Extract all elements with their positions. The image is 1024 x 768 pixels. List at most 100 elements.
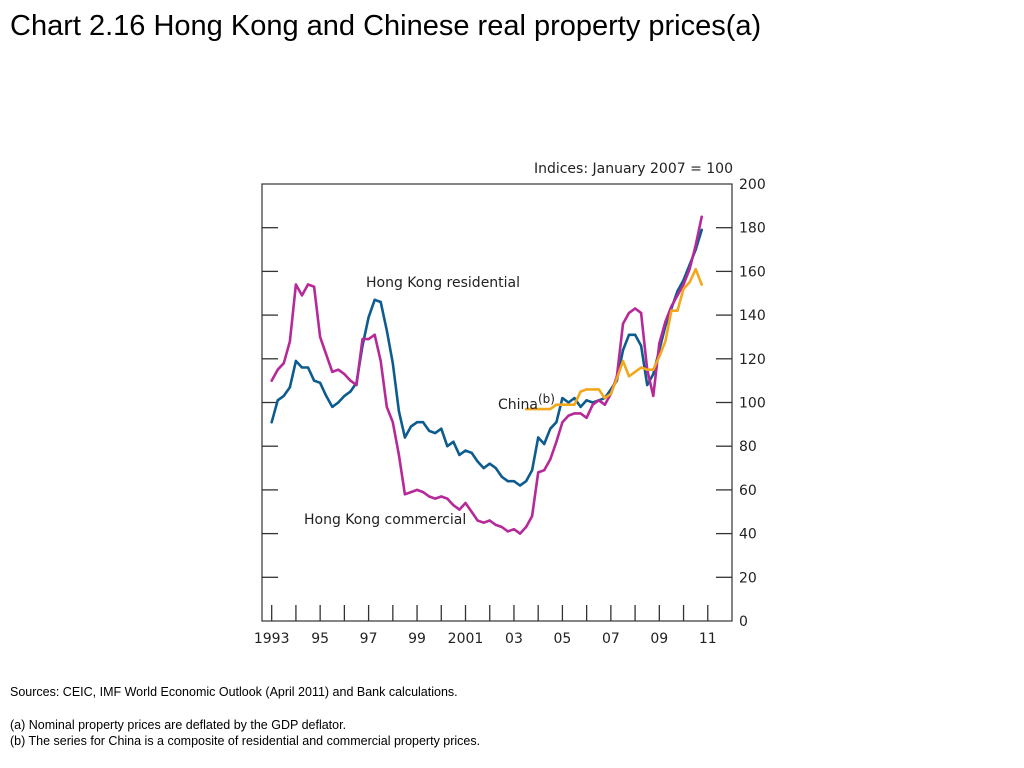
data-point-hong-kong-commercial	[343, 372, 346, 376]
data-point-hong-kong-residential	[403, 436, 407, 439]
data-point-china	[694, 268, 697, 271]
data-point-hong-kong-commercial	[379, 359, 382, 363]
data-point-china	[585, 388, 588, 391]
data-point-hong-kong-commercial	[603, 403, 606, 406]
data-point-hong-kong-residential	[331, 405, 334, 409]
data-point-hong-kong-commercial	[458, 508, 461, 511]
x-tick-label: 09	[650, 631, 668, 647]
x-tick-label: 95	[311, 631, 329, 647]
data-point-hong-kong-commercial	[355, 383, 358, 387]
x-tick-label: 2001	[448, 631, 484, 647]
data-point-hong-kong-residential	[512, 480, 516, 483]
slide-title: Chart 2.16 Hong Kong and Chinese real pr…	[10, 10, 762, 42]
x-axis: 1993 95 97 99 2001 03 05 07 09 11	[254, 605, 717, 647]
data-point-hong-kong-residential	[458, 453, 461, 457]
data-point-china	[573, 403, 576, 406]
data-point-hong-kong-commercial	[597, 399, 600, 402]
data-point-hong-kong-residential	[633, 333, 637, 336]
y-axis: 0 20 40 60 80 100 120 140 160 180 200	[262, 177, 766, 630]
data-point-hong-kong-residential	[337, 401, 340, 404]
data-point-hong-kong-residential	[391, 362, 394, 365]
data-point-hong-kong-residential	[627, 333, 631, 336]
data-point-hong-kong-commercial	[385, 405, 388, 409]
data-point-hong-kong-commercial	[331, 370, 334, 374]
data-point-hong-kong-commercial	[349, 379, 352, 382]
y-tick-label: 60	[739, 483, 757, 499]
data-point-hong-kong-residential	[288, 386, 292, 389]
plot-frame	[261, 183, 733, 622]
data-point-hong-kong-residential	[573, 396, 576, 400]
y-tick-label: 140	[739, 308, 766, 324]
data-point-hong-kong-residential	[282, 394, 285, 398]
data-point-hong-kong-commercial	[579, 412, 582, 415]
data-point-hong-kong-residential	[652, 372, 655, 376]
annotation-hk-residential: Hong Kong residential	[366, 275, 520, 291]
series-line-china	[524, 267, 703, 411]
data-point-hong-kong-commercial	[276, 368, 279, 371]
data-point-hong-kong-residential	[349, 390, 352, 393]
data-point-hong-kong-commercial	[337, 368, 340, 371]
data-point-china	[549, 407, 552, 411]
data-point-hong-kong-commercial	[585, 416, 588, 419]
data-point-china	[609, 392, 613, 395]
data-point-hong-kong-residential	[464, 449, 467, 452]
x-tick-label: 05	[553, 631, 571, 647]
data-point-hong-kong-residential	[446, 445, 449, 448]
data-point-hong-kong-residential	[440, 427, 443, 430]
data-point-hong-kong-commercial	[658, 342, 661, 345]
data-point-china	[615, 377, 619, 380]
data-point-hong-kong-residential	[318, 381, 322, 384]
data-point-hong-kong-residential	[434, 431, 437, 435]
data-point-hong-kong-commercial	[506, 530, 510, 533]
data-point-hong-kong-commercial	[415, 488, 419, 492]
data-point-china	[682, 287, 685, 291]
data-point-hong-kong-residential	[385, 329, 388, 332]
data-point-hong-kong-commercial	[476, 519, 479, 522]
data-point-hong-kong-commercial	[627, 311, 631, 315]
data-point-hong-kong-residential	[470, 451, 473, 454]
data-point-hong-kong-residential	[561, 396, 564, 400]
data-point-hong-kong-residential	[415, 421, 419, 424]
data-point-hong-kong-residential	[343, 394, 346, 398]
data-point-hong-kong-commercial	[397, 453, 401, 457]
data-point-hong-kong-residential	[294, 359, 298, 363]
units-label: Indices: January 2007 = 100	[534, 161, 733, 177]
data-point-hong-kong-residential	[500, 475, 503, 478]
data-point-hong-kong-commercial	[676, 294, 679, 297]
data-point-hong-kong-commercial	[494, 523, 497, 527]
data-point-hong-kong-commercial	[312, 285, 316, 288]
data-point-hong-kong-commercial	[300, 294, 304, 297]
y-tick-label: 80	[739, 439, 757, 455]
series-line-hong-kong-residential	[270, 228, 703, 487]
data-point-china	[627, 375, 631, 378]
data-point-hong-kong-residential	[300, 366, 304, 369]
data-point-hong-kong-residential	[379, 300, 382, 304]
data-point-hong-kong-residential	[585, 399, 588, 402]
y-tick-label: 100	[739, 396, 766, 412]
data-point-hong-kong-residential	[549, 427, 552, 430]
data-point-hong-kong-commercial	[409, 490, 413, 494]
data-point-china	[561, 403, 564, 406]
data-point-hong-kong-commercial	[325, 353, 328, 356]
data-point-hong-kong-commercial	[537, 471, 540, 474]
data-point-hong-kong-commercial	[440, 495, 443, 498]
data-point-hong-kong-residential	[530, 469, 534, 472]
data-point-hong-kong-commercial	[482, 521, 485, 524]
footnote-a: (a) Nominal property prices are deflated…	[10, 718, 347, 732]
data-point-hong-kong-residential	[543, 442, 546, 446]
data-point-china	[646, 368, 649, 371]
data-point-china	[700, 283, 703, 286]
data-point-hong-kong-commercial	[518, 532, 522, 535]
footnotes: Sources: CEIC, IMF World Economic Outloo…	[10, 684, 480, 749]
y-tick-label: 200	[739, 177, 766, 193]
y-tick-label: 40	[739, 527, 757, 543]
x-tick-label: 11	[699, 631, 717, 647]
series-lines	[270, 215, 703, 535]
data-point-hong-kong-commercial	[573, 412, 576, 415]
data-point-hong-kong-commercial	[318, 335, 322, 339]
data-point-hong-kong-residential	[518, 484, 522, 487]
data-point-china	[555, 403, 558, 406]
data-point-china	[621, 359, 625, 363]
data-point-hong-kong-commercial	[688, 268, 691, 271]
data-point-hong-kong-commercial	[391, 421, 394, 424]
